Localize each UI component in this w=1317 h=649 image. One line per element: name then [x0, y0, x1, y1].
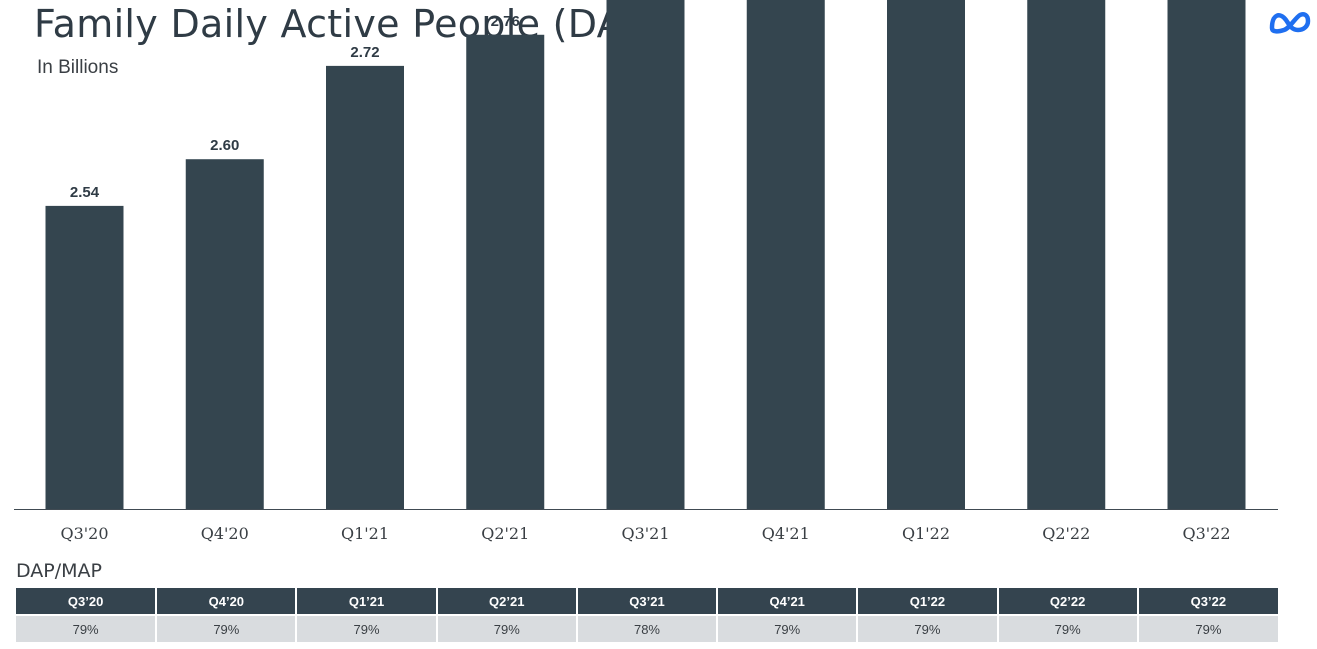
bar-value-label: 2.60: [210, 137, 239, 154]
bar: [606, 0, 685, 509]
bar: [45, 205, 124, 509]
bar: [746, 0, 825, 509]
dap-map-header-cell: Q1’21: [296, 588, 438, 615]
dap-map-table-label: DAP/MAP: [16, 560, 103, 582]
bar: [326, 65, 404, 509]
x-tick-label: Q1'21: [341, 524, 389, 543]
dap-map-header-cell: Q3’21: [576, 588, 719, 615]
bar-value-label: 2.76: [491, 13, 520, 30]
page-subtitle: In Billions: [37, 57, 119, 78]
page-title: Family Daily Active People (DAP): [34, 2, 662, 46]
dap-map-header-cell: Q2’21: [436, 588, 578, 615]
bar: [466, 34, 545, 509]
x-tick-label: Q4'21: [762, 524, 810, 543]
dap-map-table: Q3’20 Q4’20 Q1’21 Q2’21 Q3’21 Q4’21 Q1’22 Q2’22…: [16, 588, 1278, 642]
x-tick-label: Q4'20: [201, 524, 249, 543]
dap-bar-chart: 2.54Q3'202.60Q4'202.72Q1'212.76Q2'212.81…: [14, 0, 1278, 543]
x-tick-label: Q3'21: [621, 524, 669, 543]
dap-map-value-row: 79% 79% 79% 79% 78% 79% 79% 79% 79%: [16, 614, 1278, 642]
dap-map-value-cell: 79%: [997, 614, 1139, 642]
dap-map-value-cell: 79%: [717, 614, 859, 642]
dap-map-header-cell: Q4’20: [156, 588, 298, 615]
dap-map-value-cell: 79%: [857, 614, 999, 642]
bar-value-label: 2.72: [350, 44, 379, 61]
meta-logo-icon: [1269, 12, 1311, 34]
x-tick-label: Q3'22: [1182, 524, 1230, 543]
bar-value-label: 2.54: [70, 184, 100, 201]
dap-map-header-cell: Q3’22: [1137, 588, 1278, 615]
bar: [185, 159, 264, 509]
dap-map-header-cell: Q4’21: [717, 588, 859, 615]
x-tick-label: Q3'20: [60, 524, 108, 543]
dap-map-header-cell: Q1’22: [857, 588, 999, 615]
dap-map-header-row: Q3’20 Q4’20 Q1’21 Q2’21 Q3’21 Q4’21 Q1’22 Q2’22…: [16, 588, 1278, 615]
dap-map-value-cell: 79%: [1137, 614, 1278, 642]
x-tick-label: Q2'21: [481, 524, 529, 543]
x-tick-label: Q2'22: [1042, 524, 1090, 543]
dap-map-value-cell: 79%: [296, 614, 438, 642]
dap-map-value-cell: 78%: [576, 614, 719, 642]
bar: [1167, 0, 1246, 509]
dap-map-header-cell: Q3’20: [16, 588, 158, 615]
bar: [887, 0, 965, 510]
bar: [1027, 0, 1106, 510]
dap-map-value-cell: 79%: [436, 614, 578, 642]
dap-map-value-cell: 79%: [16, 614, 158, 642]
x-tick-label: Q1'22: [902, 524, 950, 543]
dap-map-value-cell: 79%: [156, 614, 298, 642]
dap-map-header-cell: Q2’22: [997, 588, 1139, 615]
